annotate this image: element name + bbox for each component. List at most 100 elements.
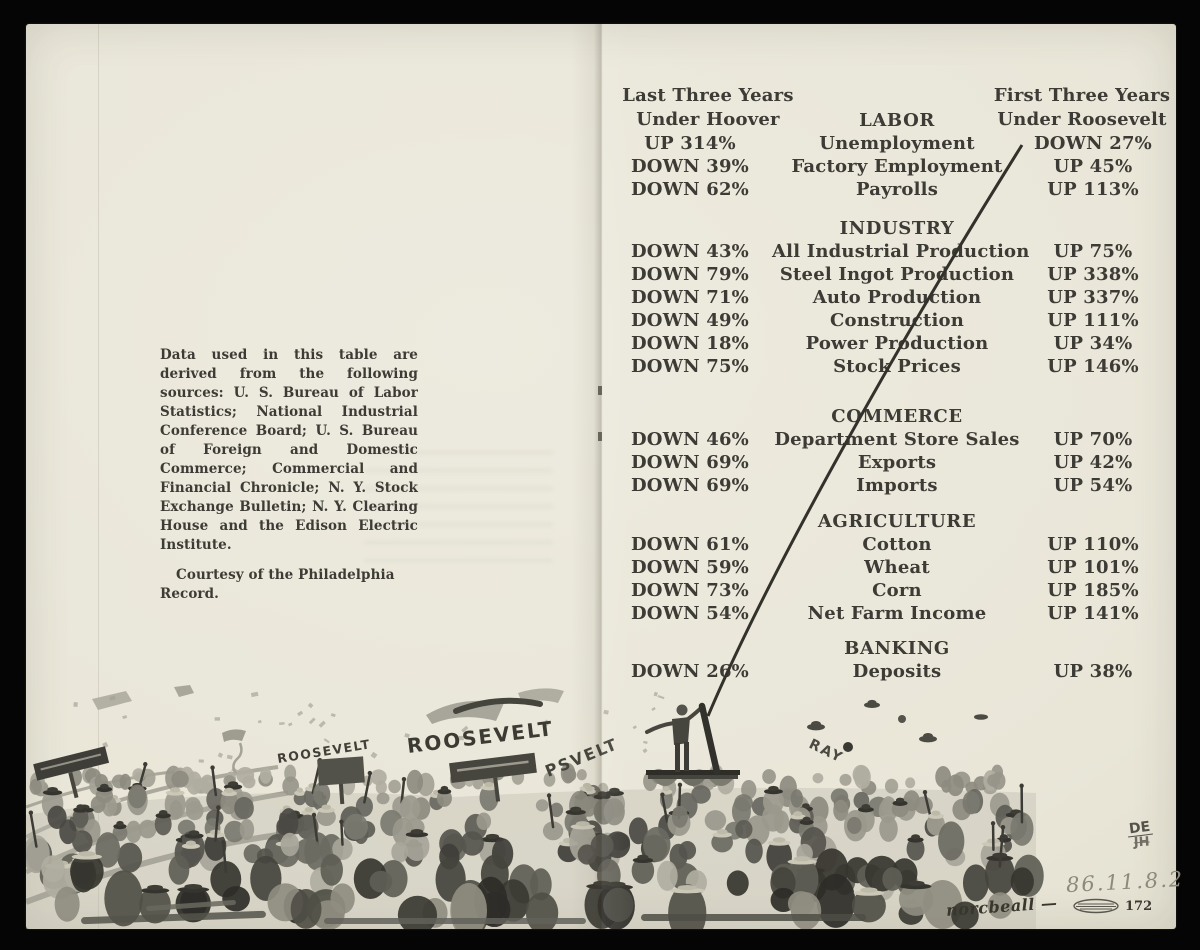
metric-label: Stock Prices: [833, 356, 961, 377]
source-note: Data used in this table are derived from…: [160, 347, 418, 553]
metric-label: Auto Production: [812, 287, 982, 308]
dark-streamer: [453, 697, 543, 714]
metric-label: Wheat: [864, 557, 930, 578]
hoover-value: DOWN 69%: [631, 475, 749, 496]
hoover-value: DOWN 39%: [631, 156, 749, 177]
metric-label: Steel Ingot Production: [779, 264, 1015, 285]
hoover-value: DOWN 73%: [631, 580, 749, 601]
hoover-value: DOWN 62%: [631, 179, 749, 200]
table-row: DOWN 73% Corn UP 185%: [608, 579, 1164, 602]
table-row: UP 314% Unemployment DOWN 27%: [608, 132, 1164, 155]
hoover-value: DOWN 54%: [631, 603, 749, 624]
table-row: DOWN 69% Exports UP 42%: [608, 451, 1164, 474]
section-title: AGRICULTURE: [817, 511, 977, 532]
table-row: DOWN 43% All Industrial Production UP 75…: [608, 240, 1164, 263]
hoover-value: DOWN 26%: [631, 661, 749, 682]
roosevelt-value: UP 185%: [1047, 580, 1139, 601]
roosevelt-value: UP 111%: [1047, 310, 1139, 331]
metric-label: Corn: [872, 580, 922, 601]
table-row: DOWN 75% Stock Prices UP 146%: [608, 355, 1164, 378]
table-row: DOWN 26% Deposits UP 38%: [608, 660, 1164, 683]
comparison-table: LABOR UP 314% Unemployment DOWN 27% DOWN…: [608, 108, 1164, 683]
hoover-value: DOWN 18%: [631, 333, 749, 354]
table-row: DOWN 61% Cotton UP 110%: [608, 533, 1164, 556]
section-title: INDUSTRY: [839, 218, 955, 239]
table-row: DOWN 69% Imports UP 54%: [608, 474, 1164, 497]
thrown-hats: [807, 699, 988, 752]
table-row: DOWN 54% Net Farm Income UP 141%: [608, 602, 1164, 625]
publisher-logo-icon: [1073, 898, 1119, 914]
courtesy-line: Courtesy of the Philadelphia Record.: [160, 567, 395, 602]
placard: [449, 752, 537, 802]
hoover-value: DOWN 75%: [631, 356, 749, 377]
hoover-value: DOWN 49%: [631, 310, 749, 331]
metric-label: Imports: [856, 475, 938, 496]
table-row: DOWN 49% Construction UP 111%: [608, 309, 1164, 332]
curator-de-mark: DE JH: [1126, 819, 1154, 851]
section-title-commerce: COMMERCE: [608, 405, 1164, 428]
roosevelt-value: UP 338%: [1047, 264, 1139, 285]
roosevelt-header-line2: Under Roosevelt: [997, 109, 1167, 130]
hoover-header-line1: Last Three Years: [622, 85, 794, 106]
metric-label: Cotton: [862, 534, 932, 555]
show-through-ghost-text: [356, 436, 561, 586]
roosevelt-header-line1: First Three Years: [993, 85, 1171, 106]
de-mark-scribble: JH: [1133, 834, 1150, 851]
table-row: DOWN 18% Power Production UP 34%: [608, 332, 1164, 355]
metric-label: All Industrial Production: [772, 241, 1030, 262]
hoover-value: DOWN 69%: [631, 452, 749, 473]
table-row: DOWN 46% Department Store Sales UP 70%: [608, 428, 1164, 451]
section-title-banking: BANKING: [608, 637, 1164, 660]
metric-label: Department Store Sales: [774, 429, 1020, 450]
table-row: DOWN 62% Payrolls UP 113%: [608, 178, 1164, 201]
placard: [317, 756, 365, 805]
hoover-value: DOWN 46%: [631, 429, 749, 450]
section-title-labor: LABOR: [608, 109, 1164, 132]
page-number: 172: [1125, 898, 1153, 914]
section-title-agriculture: AGRICULTURE: [608, 510, 1164, 533]
hoover-value: DOWN 59%: [631, 557, 749, 578]
crowd-illustration: ROOSEVELT ROOSEVELT PSVELT RAY: [26, 685, 1044, 929]
hoover-column-header: Last Three Years Under Hoover: [602, 84, 814, 132]
roosevelt-value: UP 45%: [1053, 156, 1133, 177]
metric-label: Payrolls: [855, 179, 939, 200]
metric-label: Net Farm Income: [807, 603, 987, 624]
left-page-note: Data used in this table are derived from…: [160, 346, 418, 604]
section-title: BANKING: [844, 638, 950, 659]
roosevelt-value: UP 146%: [1047, 356, 1139, 377]
metric-label: Deposits: [852, 661, 942, 682]
table-row: DOWN 59% Wheat UP 101%: [608, 556, 1164, 579]
roosevelt-value: UP 113%: [1047, 179, 1139, 200]
metric-label: Unemployment: [819, 133, 975, 154]
roosevelt-value: UP 38%: [1053, 661, 1133, 682]
metric-label: Construction: [829, 310, 965, 331]
table-row: DOWN 39% Factory Employment UP 45%: [608, 155, 1164, 178]
section-title: LABOR: [859, 110, 935, 131]
hoover-value: DOWN 61%: [631, 534, 749, 555]
roosevelt-banner-large: ROOSEVELT: [406, 716, 556, 758]
roosevelt-value: UP 110%: [1047, 534, 1139, 555]
staple: [598, 386, 602, 395]
cover-crease-line: [98, 24, 99, 929]
roosevelt-column-header: First Three Years Under Roosevelt: [971, 84, 1193, 132]
roosevelt-value: UP 141%: [1047, 603, 1139, 624]
foreground-shadow-strokes: [81, 900, 866, 925]
table-row: DOWN 79% Steel Ingot Production UP 338%: [608, 263, 1164, 286]
roosevelt-value: UP 42%: [1053, 452, 1133, 473]
paper-streamers: [92, 685, 564, 773]
table-row: DOWN 71% Auto Production UP 337%: [608, 286, 1164, 309]
metric-label: Power Production: [805, 333, 989, 354]
roosevelt-value: UP 337%: [1047, 287, 1139, 308]
roosevelt-value: DOWN 27%: [1034, 133, 1152, 154]
hoover-value: DOWN 79%: [631, 264, 749, 285]
section-title-industry: INDUSTRY: [608, 217, 1164, 240]
hoover-value: UP 314%: [644, 133, 736, 154]
speaker-figure: [645, 704, 704, 772]
hoover-value: DOWN 43%: [631, 241, 749, 262]
ray-hat-text: RAY: [806, 736, 846, 766]
roosevelt-value: UP 54%: [1053, 475, 1133, 496]
hoover-value: DOWN 71%: [631, 287, 749, 308]
roosevelt-value: UP 70%: [1053, 429, 1133, 450]
hoover-header-line2: Under Hoover: [636, 109, 780, 130]
booklet-spread: ROOSEVELT ROOSEVELT PSVELT RAY: [26, 24, 1185, 929]
